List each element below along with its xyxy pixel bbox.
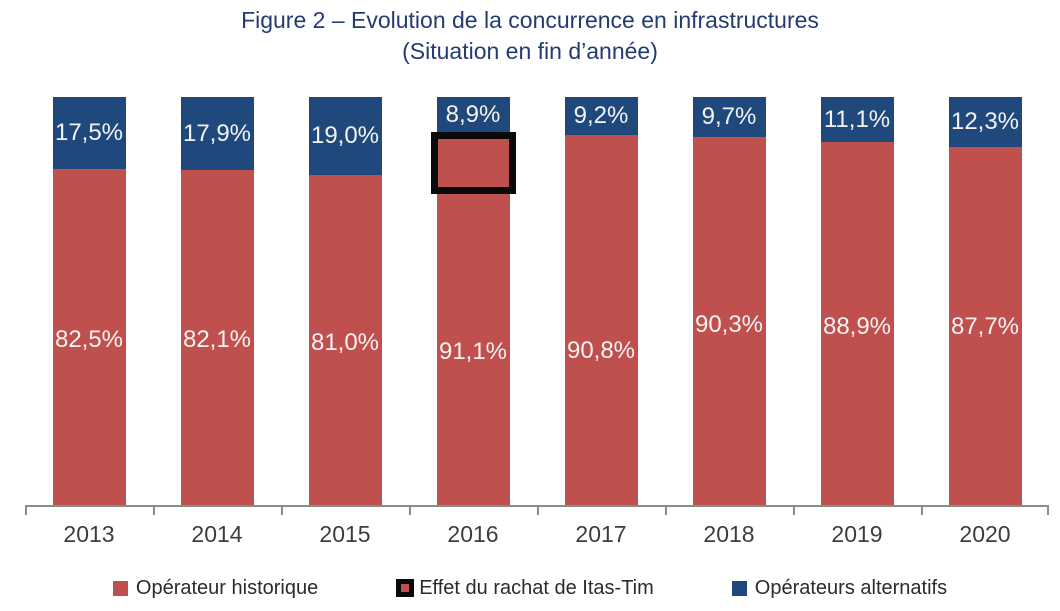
bar-label-alternatifs-2017: 9,2% (573, 101, 629, 129)
bar-label-historique-2013: 82,5% (54, 326, 124, 353)
bar-label-alternatifs-2015: 19,0% (310, 121, 380, 149)
x-axis-label-2020: 2020 (959, 521, 1011, 547)
bar-segment-alternatifs-2013 (52, 97, 126, 169)
legend-item-effet-rachat: Effet du rachat de Itas-Tim (396, 577, 654, 600)
bar-segment-historique-2018 (692, 136, 766, 506)
bar-label-historique-2015: 81,0% (310, 329, 380, 356)
bar-label-historique-2020: 87,7% (950, 313, 1020, 340)
bar-label-alternatifs-2019: 11,1% (823, 105, 891, 133)
bar-label-historique-2017: 90,8% (566, 337, 636, 364)
chart-title-block: Figure 2 – Evolution de la concurrence e… (0, 5, 1060, 67)
bar-segment-alternatifs-2020 (948, 97, 1022, 148)
legend-marker-alternatifs-icon (731, 580, 747, 596)
bar-label-alternatifs-2020: 12,3% (950, 108, 1020, 136)
bar-segment-alternatifs-2014 (180, 97, 254, 171)
x-axis-label-2016: 2016 (447, 521, 499, 547)
bar-label-alternatifs-2018: 9,7% (701, 102, 757, 130)
bar-label-historique-2016: 91,1% (438, 338, 508, 365)
bar-segment-historique-2017 (564, 134, 638, 506)
legend-item-operateurs-alternatifs: Opérateurs alternatifs (731, 576, 948, 600)
bar-label-historique-2019: 88,9% (822, 313, 892, 340)
bar-segment-historique-2014 (180, 170, 254, 506)
bar-segment-historique-2013 (52, 168, 126, 506)
axis-tick (665, 505, 667, 515)
axis-tick (409, 505, 411, 515)
legend-marker-historique-icon (112, 580, 128, 596)
bar-segment-alternatifs-2016 (436, 97, 510, 134)
bar-label-alternatifs-2014: 17,9% (182, 119, 252, 147)
x-axis-label-2019: 2019 (831, 521, 883, 547)
chart-title: Figure 2 – Evolution de la concurrence e… (241, 7, 819, 33)
legend-marker-effet-rachat-icon (396, 579, 415, 597)
bar-segment-historique-2016 (436, 133, 510, 506)
x-axis-label-2013: 2013 (63, 521, 115, 547)
bar-label-historique-2014: 82,1% (182, 326, 252, 353)
legend-item-operateur-historique: Opérateur historique (112, 576, 319, 600)
axis-tick (793, 505, 795, 515)
axis-tick (153, 505, 155, 515)
axis-tick (25, 505, 27, 515)
bar-segment-alternatifs-2019 (820, 97, 894, 143)
axis-tick (1047, 505, 1049, 515)
legend-label-alternatifs: Opérateurs alternatifs (754, 576, 948, 599)
bar-segment-alternatifs-2015 (308, 97, 382, 175)
axis-tick (921, 505, 923, 515)
bar-segment-historique-2015 (308, 174, 382, 506)
annotation-box-itas-tim (430, 132, 516, 194)
x-axis-label-2018: 2018 (703, 521, 755, 547)
bar-segment-historique-2019 (820, 142, 894, 506)
bar-segment-historique-2020 (948, 147, 1022, 506)
legend-label-effet-rachat: Effet du rachat de Itas-Tim (419, 576, 654, 599)
legend: Opérateur historique Effet du rachat de … (0, 575, 1060, 601)
x-axis-label-2015: 2015 (319, 521, 371, 547)
axis-tick (281, 505, 283, 515)
x-axis-label-2014: 2014 (191, 521, 243, 547)
bar-label-historique-2018: 90,3% (694, 311, 764, 338)
x-axis-label-2017: 2017 (575, 521, 627, 547)
chart-subtitle: (Situation en fin d’année) (402, 38, 658, 64)
bar-segment-alternatifs-2017 (564, 97, 638, 135)
x-axis (25, 505, 1049, 507)
bar-segment-alternatifs-2018 (692, 97, 766, 137)
bar-label-alternatifs-2016: 8,9% (445, 101, 501, 129)
bar-label-alternatifs-2013: 17,5% (54, 118, 124, 146)
legend-label-historique: Opérateur historique (135, 576, 319, 599)
axis-tick (537, 505, 539, 515)
